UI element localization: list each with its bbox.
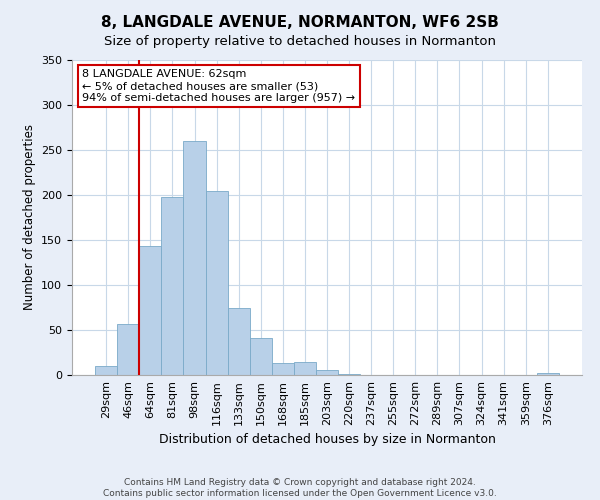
Y-axis label: Number of detached properties: Number of detached properties [23, 124, 35, 310]
Bar [206, 192, 227, 375]
Bar [95, 366, 117, 375]
Bar [184, 141, 206, 375]
Bar [139, 246, 161, 375]
Bar [316, 370, 338, 375]
Text: 8 LANGDALE AVENUE: 62sqm
← 5% of detached houses are smaller (53)
94% of semi-de: 8 LANGDALE AVENUE: 62sqm ← 5% of detache… [82, 70, 355, 102]
X-axis label: Distribution of detached houses by size in Normanton: Distribution of detached houses by size … [158, 434, 496, 446]
Bar [294, 362, 316, 375]
Bar [537, 373, 559, 375]
Bar [161, 197, 184, 375]
Bar [117, 324, 139, 375]
Bar [272, 364, 294, 375]
Text: 8, LANGDALE AVENUE, NORMANTON, WF6 2SB: 8, LANGDALE AVENUE, NORMANTON, WF6 2SB [101, 15, 499, 30]
Text: Contains HM Land Registry data © Crown copyright and database right 2024.
Contai: Contains HM Land Registry data © Crown c… [103, 478, 497, 498]
Bar [227, 308, 250, 375]
Text: Size of property relative to detached houses in Normanton: Size of property relative to detached ho… [104, 35, 496, 48]
Bar [250, 338, 272, 375]
Bar [338, 374, 360, 375]
